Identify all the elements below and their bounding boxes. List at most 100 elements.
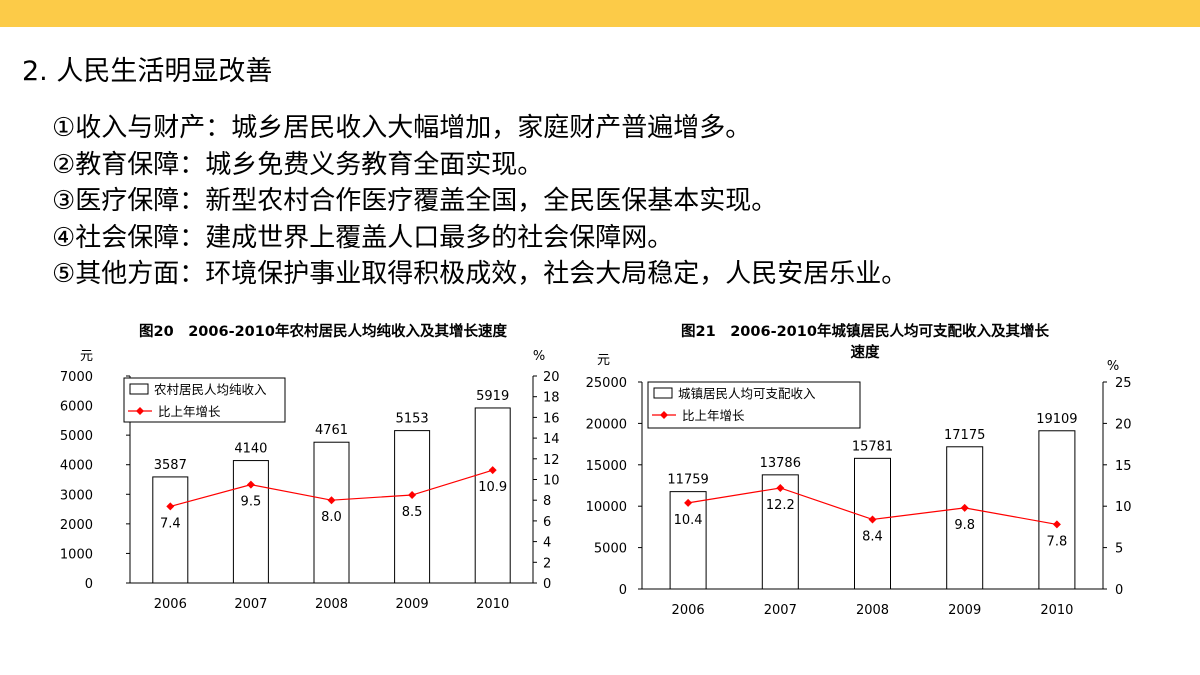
point-education: ②教育保障：城乡免费义务教育全面实现。 xyxy=(52,149,544,180)
growth-point xyxy=(868,515,877,524)
right-tick-label: 0 xyxy=(543,577,551,592)
chart-svg: 0 1000 2000 3000 4000 5000 6000 7000 0 2 4 6 8 10 12 14… xyxy=(60,349,560,612)
growth-value-label: 10.4 xyxy=(674,513,703,528)
left-tick-label: 4000 xyxy=(60,459,93,474)
point-medical: ③医疗保障：新型农村合作医疗覆盖全国，全民医保基本实现。 xyxy=(52,186,778,216)
left-tick-label: 25000 xyxy=(586,376,627,391)
bar xyxy=(394,430,431,584)
right-tick-label: 15 xyxy=(1115,459,1132,474)
growth-value-label: 9.5 xyxy=(241,495,262,510)
bar xyxy=(854,457,891,590)
slide-title: 2. 人民生活明显改善 xyxy=(22,56,273,87)
left-tick-label: 6000 xyxy=(60,400,93,415)
bar xyxy=(152,476,189,584)
right-tick-label: 20 xyxy=(1115,417,1132,432)
left-tick-label: 5000 xyxy=(594,542,627,557)
left-tick-label: 3000 xyxy=(60,488,93,503)
growth-point xyxy=(960,503,969,512)
x-tick-label: 2010 xyxy=(1040,603,1073,618)
right-tick-label: 4 xyxy=(543,536,551,551)
growth-value-label: 9.8 xyxy=(954,518,975,533)
x-tick-label: 2008 xyxy=(315,597,348,612)
x-tick-label: 2010 xyxy=(476,597,509,612)
growth-point xyxy=(684,498,693,507)
right-unit-label: % xyxy=(1107,359,1119,374)
right-tick-label: 8 xyxy=(543,494,551,509)
x-tick-label: 2008 xyxy=(856,603,889,618)
x-tick-label: 2006 xyxy=(154,597,187,612)
legend-bar-label: 农村居民人均纯收入 xyxy=(154,382,267,397)
bar-value-label: 5153 xyxy=(396,412,429,427)
legend-line-label: 比上年增长 xyxy=(682,408,745,423)
right-tick-label: 0 xyxy=(1115,583,1123,598)
bar-value-label: 19109 xyxy=(1036,412,1077,427)
right-unit-label: % xyxy=(533,349,545,364)
growth-value-label: 8.0 xyxy=(321,510,342,525)
growth-value-label: 7.8 xyxy=(1047,534,1068,549)
left-tick-label: 1000 xyxy=(60,547,93,562)
point-other: ⑤其他方面：环境保护事业取得积极成效，社会大局稳定，人民安居乐业。 xyxy=(52,259,908,289)
legend-bar-swatch xyxy=(653,387,673,399)
chart-title-line: 图21 2006-2010年城镇居民人均可支配收入及其增长 xyxy=(681,324,1049,340)
rural-income-chart: 图20 2006-2010年农村居民人均纯收入及其增长速度 0 1000 2000 3… xyxy=(60,318,578,628)
bar xyxy=(1038,430,1076,590)
right-tick-label: 2 xyxy=(543,556,551,571)
left-tick-label: 10000 xyxy=(586,500,627,515)
point-income: ①收入与财产：城乡居民收入大幅增加，家庭财产普遍增多。 xyxy=(52,113,752,143)
growth-point xyxy=(408,491,417,500)
right-tick-label: 6 xyxy=(543,515,551,530)
left-tick-label: 5000 xyxy=(60,429,93,444)
chart-svg: 0 5000 10000 15000 20000 25000 0 5 10 15 20 25 元 % 117… xyxy=(586,353,1132,618)
left-tick-label: 0 xyxy=(85,577,93,592)
left-tick-label: 2000 xyxy=(60,518,93,533)
bar-value-label: 5919 xyxy=(476,389,509,404)
left-tick-label: 0 xyxy=(619,583,627,598)
right-tick-label: 25 xyxy=(1115,376,1132,391)
x-tick-label: 2009 xyxy=(948,603,981,618)
bar-value-label: 13786 xyxy=(760,456,801,471)
left-unit-label: 元 xyxy=(80,349,93,364)
bar-value-label: 17175 xyxy=(944,428,985,443)
bar xyxy=(232,460,269,584)
x-tick-label: 2009 xyxy=(396,597,429,612)
left-unit-label: 元 xyxy=(597,353,610,368)
growth-value-label: 8.5 xyxy=(402,505,423,520)
growth-value-label: 8.4 xyxy=(862,529,883,544)
chart-title-line: 速度 xyxy=(850,345,880,361)
chart-title: 图21 2006-2010年城镇居民人均可支配收入及其增长 速度 xyxy=(630,322,1100,364)
point-list: ①收入与财产：城乡居民收入大幅增加，家庭财产普遍增多。 ②教育保障：城乡免费义务… xyxy=(52,110,907,293)
left-tick-label: 15000 xyxy=(586,459,627,474)
bar-value-label: 3587 xyxy=(154,458,187,473)
bar xyxy=(313,441,350,584)
right-tick-label: 10 xyxy=(1115,500,1132,515)
bar-value-label: 11759 xyxy=(667,473,708,488)
growth-value-label: 7.4 xyxy=(160,516,181,531)
chart-title: 图20 2006-2010年农村居民人均纯收入及其增长速度 xyxy=(139,324,507,340)
legend-box xyxy=(647,381,861,429)
growth-point xyxy=(166,502,175,511)
x-tick-label: 2006 xyxy=(672,603,705,618)
legend-box xyxy=(123,377,286,423)
legend-line-label: 比上年增长 xyxy=(158,404,221,419)
top-accent-bar xyxy=(0,0,1200,27)
growth-point xyxy=(488,466,497,475)
right-tick-label: 5 xyxy=(1115,542,1123,557)
urban-income-chart: 图21 2006-2010年城镇居民人均可支配收入及其增长 速度 0 5000 10… xyxy=(586,318,1150,628)
growth-point xyxy=(246,480,255,489)
right-tick-label: 18 xyxy=(543,391,560,406)
bar xyxy=(669,491,707,590)
growth-value-label: 12.2 xyxy=(766,498,795,513)
point-social-security: ④社会保障：建成世界上覆盖人口最多的社会保障网。 xyxy=(52,222,674,253)
right-tick-label: 16 xyxy=(543,411,560,426)
x-tick-label: 2007 xyxy=(234,597,267,612)
bar xyxy=(474,407,511,584)
x-tick-label: 2007 xyxy=(764,603,797,618)
legend-bar-swatch xyxy=(129,383,149,395)
bar-value-label: 4140 xyxy=(234,442,267,457)
bar-value-label: 15781 xyxy=(852,439,893,454)
right-tick-label: 10 xyxy=(543,474,560,489)
bar xyxy=(761,474,799,590)
bar-value-label: 4761 xyxy=(315,423,348,438)
legend-line-marker xyxy=(660,411,668,419)
left-tick-label: 20000 xyxy=(586,417,627,432)
